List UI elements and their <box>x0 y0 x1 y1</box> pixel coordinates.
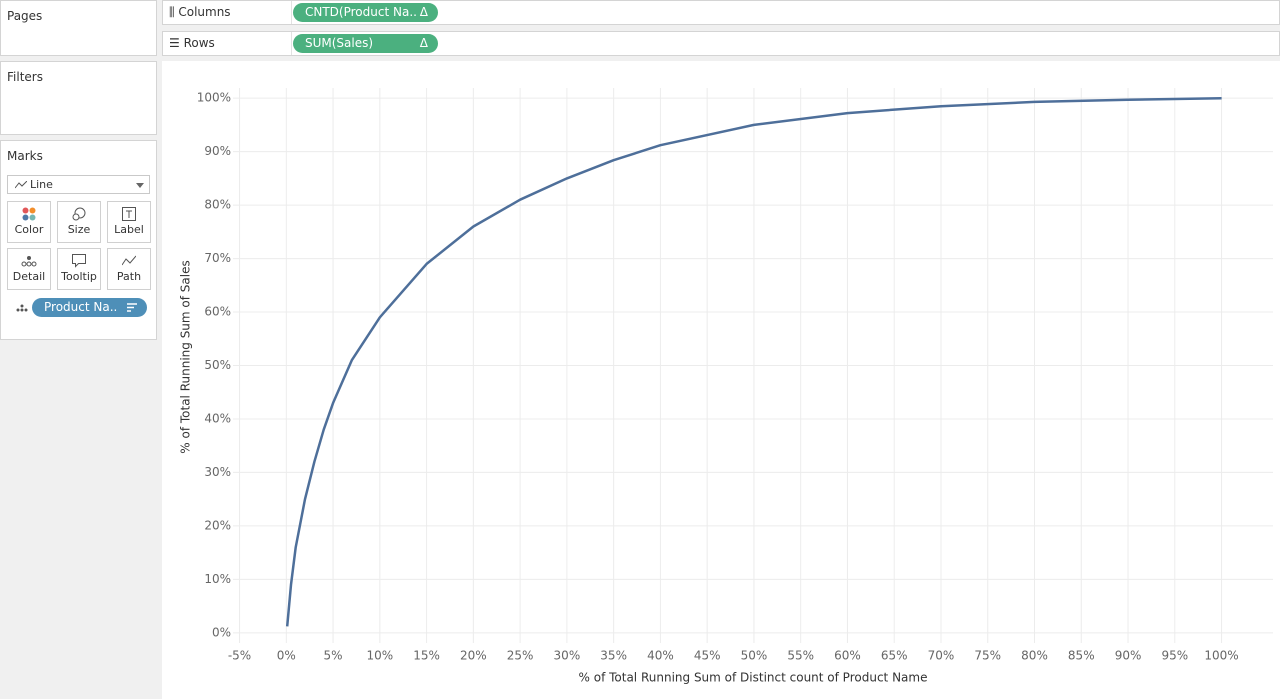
grid <box>233 88 1273 643</box>
detail-icon <box>21 256 37 267</box>
shelf-name: Rows <box>183 36 215 50</box>
tooltip-icon <box>72 254 86 268</box>
x-tick-label: 55% <box>787 649 814 663</box>
separator <box>291 32 292 55</box>
sort-icon <box>127 303 137 312</box>
pages-panel: Pages <box>0 0 157 56</box>
x-tick-label: 65% <box>881 649 908 663</box>
dropdown-arrow <box>136 183 144 188</box>
panel-title: Filters <box>7 70 43 84</box>
pill-label: SUM(Sales) <box>305 36 374 50</box>
button-label: Tooltip <box>61 270 97 283</box>
pill-flag: Δ <box>419 36 428 50</box>
x-tick-label: 45% <box>694 649 721 663</box>
mark-type: Line <box>30 178 53 191</box>
detail-button[interactable]: Detail <box>7 248 51 290</box>
x-tick-label: 15% <box>413 649 440 663</box>
x-tick-label: 40% <box>647 649 674 663</box>
y-tick-label: 100% <box>197 91 231 105</box>
detail-icon <box>16 304 28 312</box>
path-button[interactable]: Path <box>107 248 151 290</box>
x-tick-label: 5% <box>324 649 343 663</box>
button-label: Size <box>67 223 91 236</box>
color-icon <box>22 207 36 221</box>
x-tick-label: 100% <box>1204 649 1238 663</box>
y-tick-label: 70% <box>204 251 231 265</box>
shelf-label: ⫼ Columns <box>169 5 231 19</box>
marks-panel: Marks Line Color Size Label Detail Toolt… <box>0 140 157 340</box>
chart: % of Total Running Sum of Distinct count… <box>162 61 1280 699</box>
x-tick-label: 50% <box>741 649 768 663</box>
y-tick-label: 60% <box>204 305 231 319</box>
y-tick-label: 10% <box>204 572 231 586</box>
panel-title: Pages <box>7 9 43 23</box>
y-tick-label: 40% <box>204 411 231 425</box>
separator <box>291 1 292 24</box>
button-label: Color <box>14 223 44 236</box>
path-icon <box>122 255 136 266</box>
panel-title: Marks <box>7 149 43 163</box>
button-label: Label <box>114 223 144 236</box>
x-tick-label: 90% <box>1115 649 1142 663</box>
x-tick-label: 80% <box>1021 649 1048 663</box>
x-tick-label: 60% <box>834 649 861 663</box>
x-tick-label: 10% <box>366 649 393 663</box>
columns-pill[interactable]: CNTD(Product Na.. Δ <box>293 3 438 22</box>
label-button[interactable]: Label <box>107 201 151 243</box>
y-tick-label: 20% <box>204 518 231 532</box>
x-tick-label: -5% <box>228 649 251 663</box>
rows-shelf: ☰ Rows SUM(Sales) Δ <box>162 31 1280 56</box>
x-tick-label: 75% <box>974 649 1001 663</box>
y-tick-label: 0% <box>212 625 231 639</box>
y-tick-label: 90% <box>204 144 231 158</box>
mark-type-dropdown[interactable]: Line <box>7 175 150 194</box>
x-tick-label: 0% <box>277 649 296 663</box>
x-tick-label: 30% <box>554 649 581 663</box>
y-tick-label: 50% <box>204 358 231 372</box>
tooltip-button[interactable]: Tooltip <box>57 248 101 290</box>
rows-pill[interactable]: SUM(Sales) Δ <box>293 34 438 53</box>
product-pill[interactable]: Product Na.. <box>32 298 147 317</box>
button-label: Path <box>116 270 142 283</box>
size-button[interactable]: Size <box>57 201 101 243</box>
button-label: Detail <box>12 270 46 283</box>
x-tick-label: 85% <box>1068 649 1095 663</box>
pill-label: CNTD(Product Na.. <box>305 5 417 19</box>
y-tick-label: 80% <box>204 198 231 212</box>
size-icon <box>72 207 86 221</box>
line <box>285 96 1222 627</box>
label-icon <box>122 207 136 221</box>
x-tick-label: 70% <box>928 649 955 663</box>
y-axis-title: % of Total Running Sum of Sales <box>179 260 193 453</box>
pill-label: Product Na.. <box>44 300 118 314</box>
shelf-label: ☰ Rows <box>169 36 215 50</box>
y-tick-label: 30% <box>204 465 231 479</box>
x-tick-label: 20% <box>460 649 487 663</box>
x-axis-title: % of Total Running Sum of Distinct count… <box>579 671 928 685</box>
x-tick-label: 25% <box>507 649 534 663</box>
color-button[interactable]: Color <box>7 201 51 243</box>
shelf-name: Columns <box>178 5 231 19</box>
x-tick-label: 95% <box>1161 649 1188 663</box>
filters-panel: Filters <box>0 61 157 135</box>
columns-shelf: ⫼ Columns CNTD(Product Na.. Δ <box>162 0 1280 25</box>
line-icon <box>15 181 27 189</box>
x-tick-label: 35% <box>600 649 627 663</box>
pill-flag: Δ <box>419 5 428 19</box>
